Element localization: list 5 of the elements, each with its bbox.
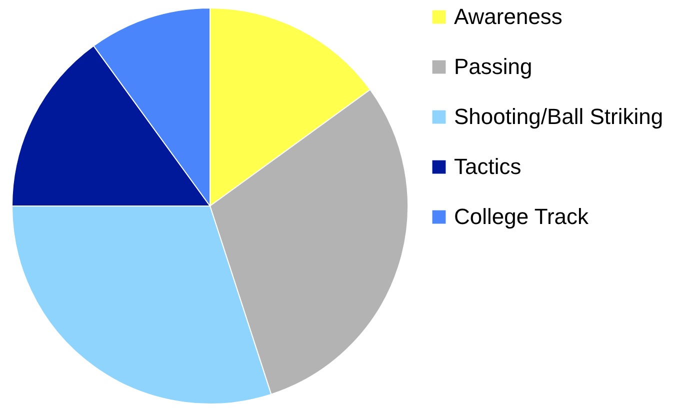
legend-label: College Track bbox=[454, 204, 590, 229]
legend-label: Shooting/Ball Striking bbox=[454, 104, 664, 129]
legend-label: Tactics bbox=[454, 154, 522, 179]
legend-label: Awareness bbox=[454, 4, 562, 29]
legend-label: Passing bbox=[454, 54, 532, 79]
